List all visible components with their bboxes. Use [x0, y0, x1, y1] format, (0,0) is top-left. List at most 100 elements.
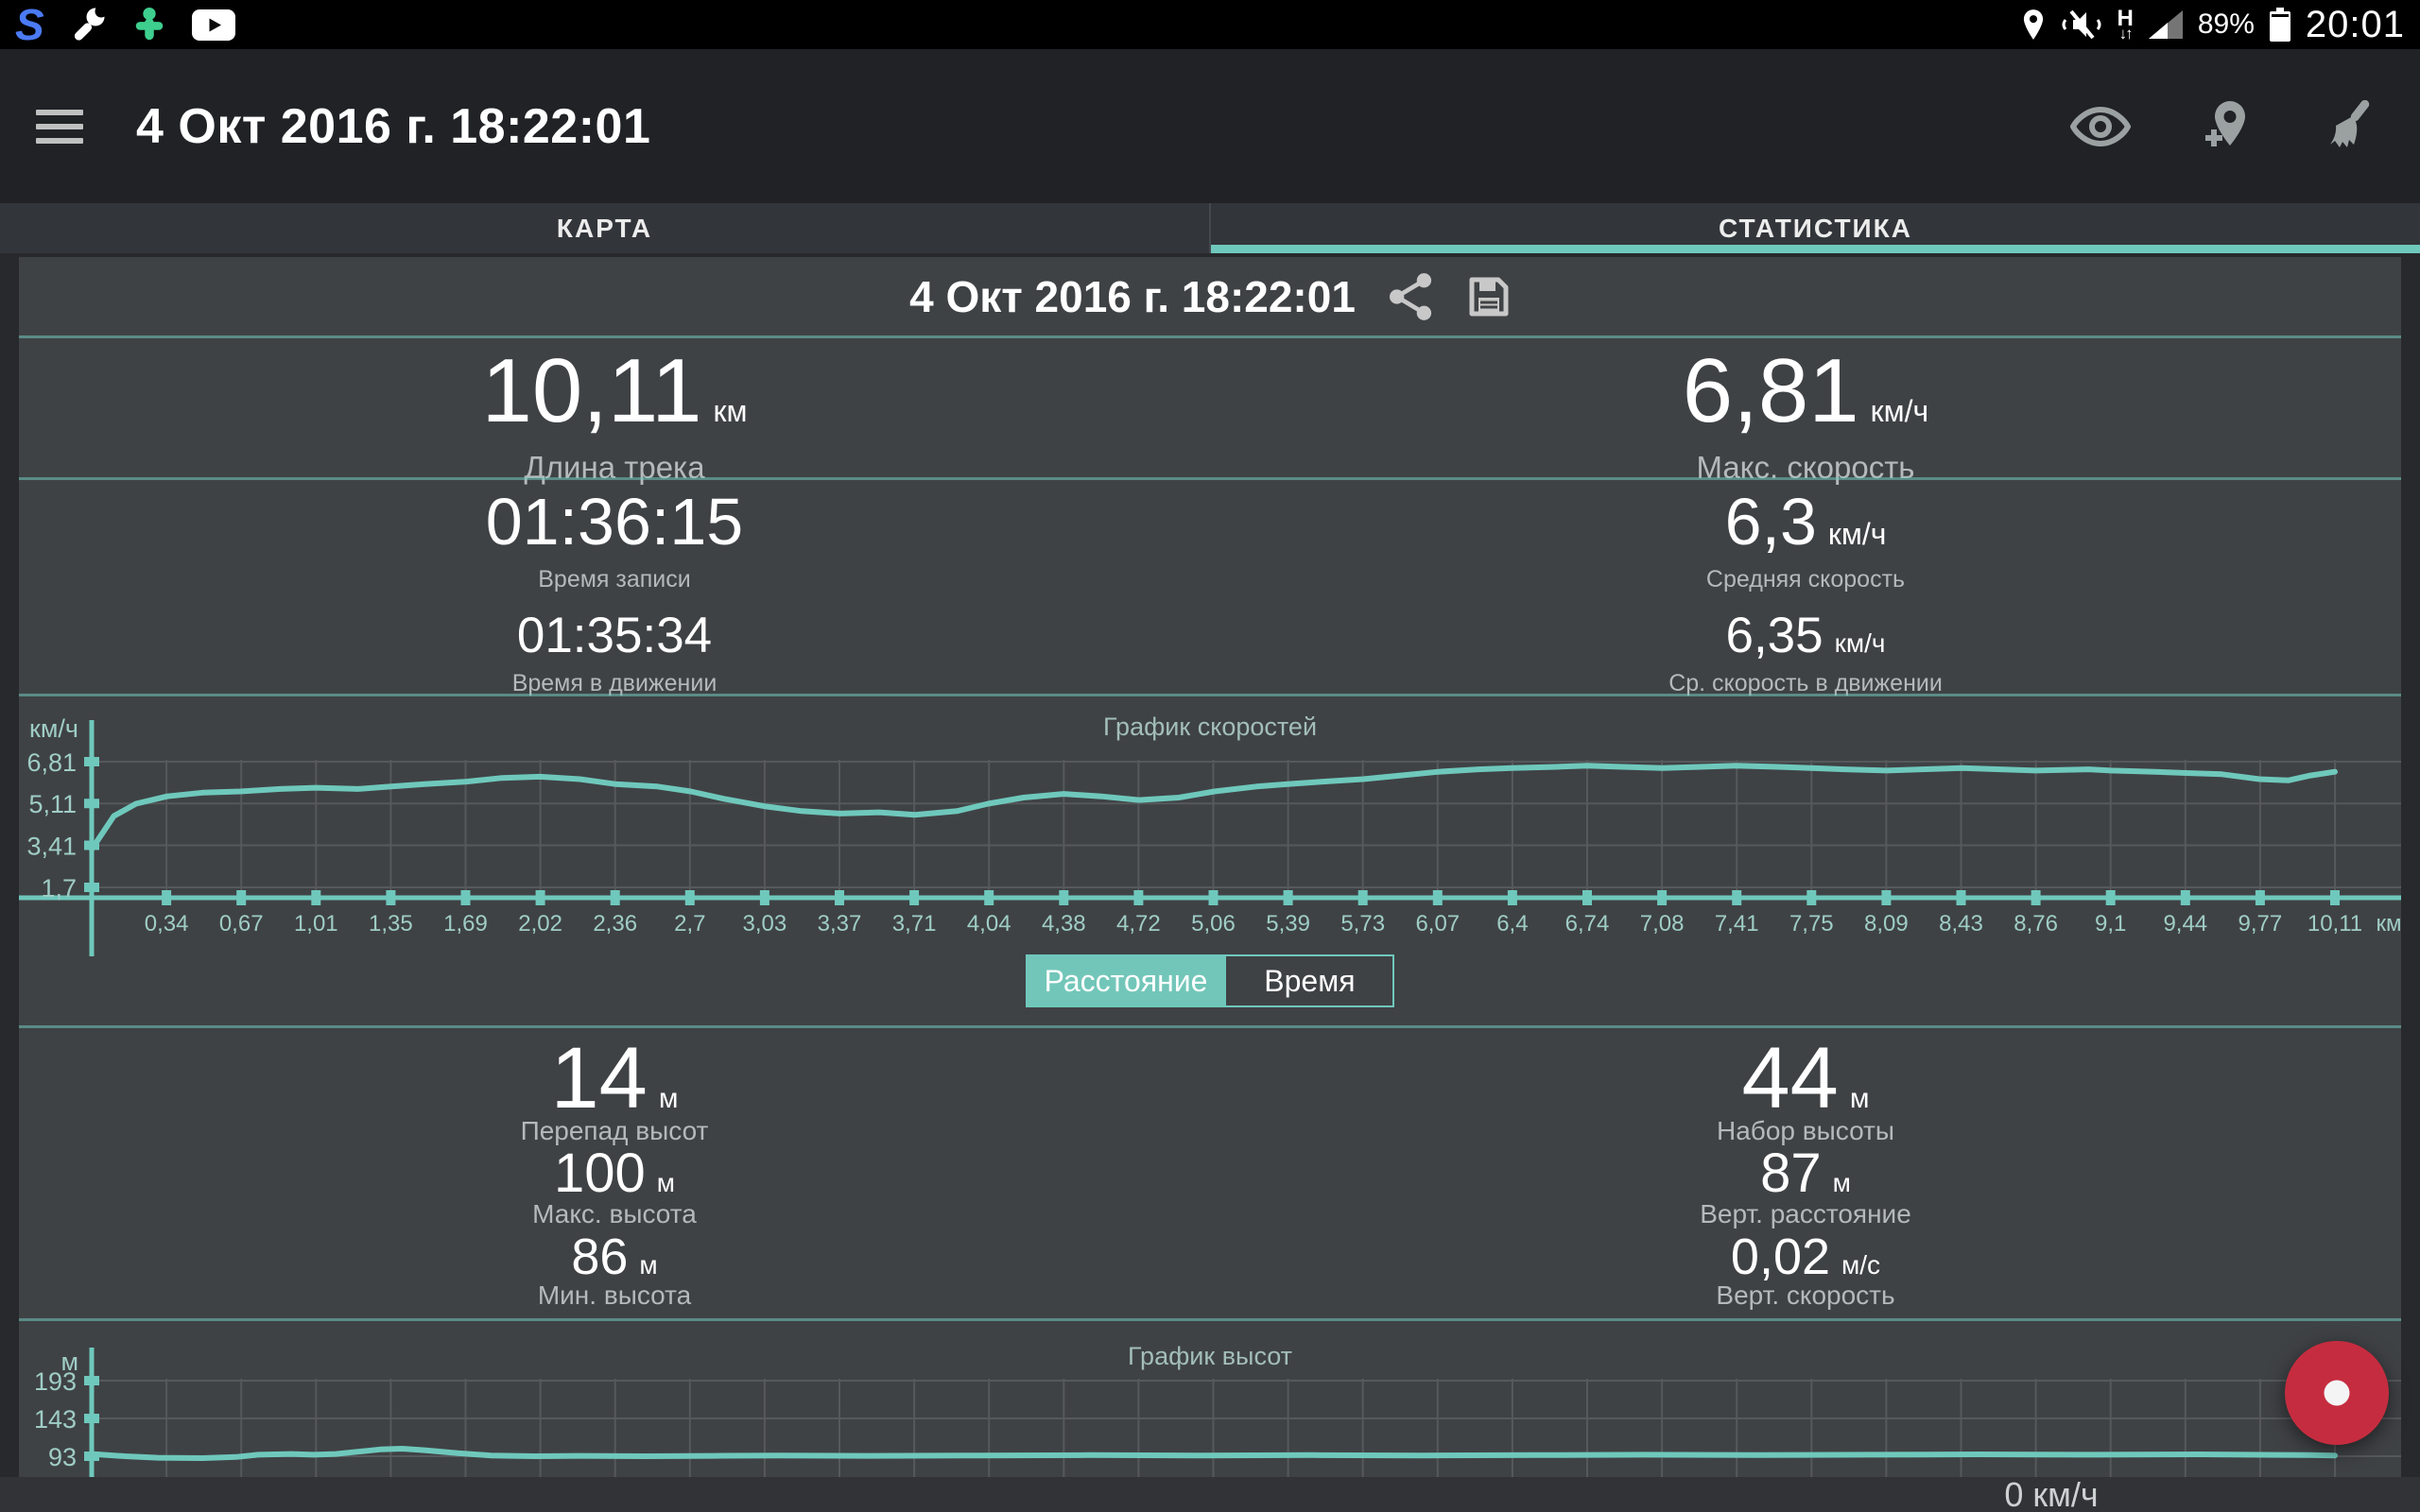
app-toolbar: 4 Окт 2016 г. 18:22:01 — [0, 49, 2420, 203]
svg-text:8,09: 8,09 — [1864, 911, 1909, 936]
vert-speed-value: 0,02 — [1730, 1228, 1831, 1285]
avg-speed-value: 6,3 — [1724, 485, 1817, 558]
battery-icon — [2269, 8, 2290, 42]
svg-text:143: 143 — [34, 1405, 77, 1434]
record-dot-icon — [2324, 1380, 2350, 1406]
svg-text:93: 93 — [48, 1443, 77, 1471]
svg-text:3,71: 3,71 — [892, 911, 937, 936]
svg-text:3,03: 3,03 — [743, 911, 787, 936]
svg-text:8,43: 8,43 — [1939, 911, 1983, 936]
active-tab-indicator — [1211, 245, 2420, 253]
clock-label: 20:01 — [2305, 3, 2405, 45]
save-icon[interactable] — [1467, 275, 1511, 318]
signal-strength-icon — [2148, 10, 2183, 39]
max-speed-unit: км/ч — [1870, 394, 1929, 428]
drop-unit: м — [658, 1083, 679, 1114]
track-length-unit: км — [713, 394, 748, 428]
max-speed-label: Макс. скорость — [1696, 450, 1915, 485]
tab-statistics[interactable]: СТАТИСТИКА — [1209, 203, 2420, 253]
battery-percent-label: 89% — [2197, 9, 2255, 40]
svg-text:4,04: 4,04 — [967, 911, 1011, 936]
min-alt-value: 86 — [571, 1228, 629, 1285]
tab-map-label: КАРТА — [556, 213, 653, 243]
elevation-stats-left: 14 м Перепад высот 100 м Макс. высота 86 м … — [19, 1035, 1210, 1318]
statistics-panel: 4 Окт 2016 г. 18:22:01 10,11 км — [19, 257, 2401, 1481]
max-alt-label: Макс. высота — [532, 1199, 697, 1228]
svg-text:м: м — [60, 1348, 78, 1376]
separator — [19, 1025, 2401, 1028]
avg-moving-speed-unit: км/ч — [1834, 628, 1886, 658]
svg-text:9,77: 9,77 — [2238, 911, 2283, 936]
svg-text:км: км — [2376, 911, 2401, 936]
notification-icons: S — [15, 0, 235, 49]
elevation-stats-right: 44 м Набор высоты 87 м Верт. расстояние 0,… — [1210, 1035, 2401, 1318]
avg-speed-label: Средняя скорость — [1705, 566, 1906, 593]
add-location-icon[interactable] — [2201, 99, 2250, 154]
current-speed-label: 0 км/ч — [2004, 1474, 2099, 1512]
svg-text:7,08: 7,08 — [1640, 911, 1685, 936]
svg-text:1,69: 1,69 — [443, 911, 488, 936]
summary-row-1: 10,11 км Длина трека 6,81 км/ч Макс. скоро… — [19, 346, 2401, 486]
toggle-time-button[interactable]: Время — [1224, 956, 1392, 1005]
svg-text:6,74: 6,74 — [1565, 911, 1610, 936]
svg-text:5,39: 5,39 — [1266, 911, 1310, 936]
vert-speed-unit: м/с — [1841, 1250, 1881, 1280]
clear-broom-icon[interactable] — [2320, 99, 2373, 153]
gain-value: 44 — [1741, 1030, 1839, 1126]
svg-text:3,41: 3,41 — [26, 832, 77, 860]
vert-speed-label: Верт. скорость — [1716, 1280, 1895, 1310]
svg-text:9,44: 9,44 — [2163, 911, 2207, 936]
svg-text:10,11: 10,11 — [2308, 911, 2362, 936]
vert-dist-unit: м — [1832, 1168, 1851, 1197]
min-alt-unit: м — [639, 1250, 658, 1280]
stat-track-length: 10,11 км Длина трека — [19, 346, 1210, 486]
svg-text:6,4: 6,4 — [1496, 911, 1528, 936]
svg-text:2,02: 2,02 — [518, 911, 562, 936]
record-time-label: Время записи — [538, 566, 691, 593]
svg-text:2,36: 2,36 — [593, 911, 637, 936]
min-alt-label: Мин. высота — [537, 1280, 692, 1310]
stat-times: 01:36:15 Время записи 01:35:34 Время в д… — [19, 489, 1210, 697]
system-status-icons: H ↓↑ 89% 20:01 — [2021, 0, 2406, 49]
separator — [19, 694, 2401, 696]
svg-text:2,7: 2,7 — [674, 911, 705, 936]
track-length-value: 10,11 — [481, 340, 702, 441]
svg-text:5,06: 5,06 — [1191, 911, 1236, 936]
tab-bar: КАРТА СТАТИСТИКА — [0, 203, 2420, 253]
elevation-chart-title: График высот — [1127, 1342, 1293, 1370]
toggle-distance-button[interactable]: Расстояние — [1027, 956, 1225, 1005]
svg-text:1,01: 1,01 — [294, 911, 338, 936]
svg-text:5,11: 5,11 — [28, 790, 77, 818]
person-plus-icon — [131, 7, 167, 43]
hspa-network-icon: H ↓↑ — [2117, 5, 2134, 43]
elevation-chart[interactable]: 193 143 93 м — [19, 1334, 2401, 1481]
share-icon[interactable] — [1389, 273, 1433, 320]
record-button[interactable] — [2285, 1341, 2389, 1445]
tab-map[interactable]: КАРТА — [0, 203, 1209, 253]
separator — [19, 477, 2401, 480]
menu-button[interactable] — [36, 109, 83, 144]
drop-label: Перепад высот — [520, 1116, 709, 1145]
svg-text:6,81: 6,81 — [26, 748, 77, 777]
svg-text:км/ч: км/ч — [29, 714, 78, 743]
svg-text:1,35: 1,35 — [369, 911, 413, 936]
speed-chart[interactable]: 6,81 5,11 3,41 1,7 км/ч 0,34 0,67 1,01 1,35 1,69 2… — [19, 701, 2401, 956]
track-header: 4 Окт 2016 г. 18:22:01 — [19, 266, 2401, 327]
svg-text:3,37: 3,37 — [818, 911, 862, 936]
svg-text:4,72: 4,72 — [1116, 911, 1161, 936]
vert-dist-label: Верт. расстояние — [1700, 1199, 1911, 1228]
status-bar: S H — [0, 0, 2420, 49]
svg-text:0,34: 0,34 — [145, 911, 189, 936]
s-app-icon: S — [15, 0, 44, 49]
avg-speed-unit: км/ч — [1827, 517, 1887, 551]
avg-moving-speed-label: Ср. скорость в движении — [1668, 670, 1943, 696]
visibility-eye-icon[interactable] — [2070, 105, 2131, 148]
max-alt-value: 100 — [553, 1143, 646, 1204]
speed-chart-title: График скоростей — [1102, 713, 1318, 741]
moving-time-value: 01:35:34 — [516, 608, 713, 663]
record-time-value: 01:36:15 — [485, 485, 744, 558]
location-icon — [2021, 9, 2046, 41]
bottom-status-bar: 0 км/ч — [0, 1474, 2420, 1512]
x-axis-mode-toggle: Расстояние Время — [19, 954, 2401, 1007]
